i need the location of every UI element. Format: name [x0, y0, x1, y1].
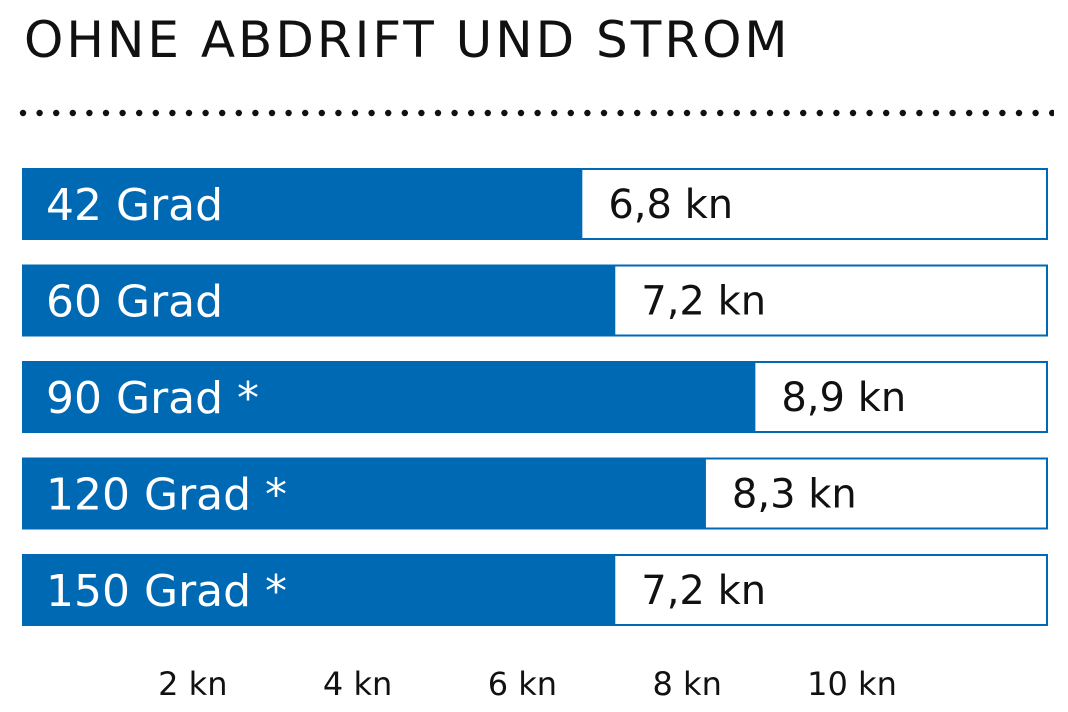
bar-row: 120 Grad * 8,3 kn: [22, 457, 1048, 530]
divider-dot: [584, 109, 591, 117]
divider-dot: [667, 109, 674, 117]
divider-dot: [418, 109, 425, 117]
divider-dot: [302, 109, 309, 117]
dotted-divider: [19, 109, 1054, 117]
divider-dot: [102, 109, 110, 117]
divider-dot: [966, 109, 973, 117]
bar-category-label: 90 Grad *: [46, 373, 259, 424]
divider-dot: [982, 109, 989, 117]
divider-dot: [766, 109, 774, 117]
divider-dot: [700, 109, 707, 117]
divider-dot: [501, 109, 508, 117]
divider-dot: [235, 109, 242, 117]
divider-dot: [368, 109, 375, 117]
divider-dot: [650, 109, 657, 117]
divider-dot: [750, 109, 757, 117]
divider-dot: [783, 109, 790, 117]
divider-dot: [119, 109, 126, 117]
bar-category-label: 150 Grad *: [46, 566, 287, 617]
divider-dot: [833, 109, 840, 117]
divider-dot: [285, 109, 292, 117]
bar-category-label: 60 Grad: [46, 277, 223, 328]
divider-dot: [451, 109, 458, 117]
x-tick-label: 2 kn: [158, 665, 227, 703]
divider-dot: [634, 109, 641, 117]
divider-dot: [534, 109, 541, 117]
divider-dot: [517, 109, 525, 117]
divider-dot: [683, 109, 691, 117]
bar-value-label: 8,9 kn: [781, 375, 906, 421]
divider-dot: [717, 109, 724, 117]
divider-dot: [19, 109, 27, 117]
bar: [22, 554, 616, 626]
divider-dot: [999, 109, 1006, 117]
divider-dot: [219, 109, 226, 117]
divider-dot: [567, 109, 574, 117]
x-tick-label: 4 kn: [323, 665, 392, 703]
divider-dot: [169, 109, 176, 117]
divider-dot: [202, 109, 209, 117]
x-tick-label: 8 kn: [653, 665, 722, 703]
divider-dot: [185, 109, 193, 117]
bar-value-label: 8,3 kn: [732, 472, 857, 518]
divider-dot: [733, 109, 740, 117]
divider-dot: [335, 109, 342, 117]
divider-dot: [1049, 109, 1054, 117]
divider-dot: [1015, 109, 1023, 117]
divider-dot: [69, 109, 76, 117]
bar: [22, 264, 616, 337]
bar-value-label: 7,2 kn: [641, 279, 766, 325]
divider-dot: [252, 109, 259, 117]
bar-value-label: 7,2 kn: [641, 568, 766, 614]
divider-dot: [932, 109, 940, 117]
divider-dot: [551, 109, 558, 117]
bar: [22, 457, 706, 530]
bar: [22, 361, 756, 433]
divider-dot: [484, 109, 491, 117]
divider-dot: [866, 109, 873, 117]
bar-row: 90 Grad * 8,9 kn: [22, 361, 1048, 433]
divider-dot: [617, 109, 624, 117]
divider-dot: [883, 109, 890, 117]
divider-dot: [434, 109, 442, 117]
bar-row: 150 Grad * 7,2 kn: [22, 554, 1048, 626]
divider-dot: [53, 109, 60, 117]
divider-dot: [401, 109, 408, 117]
divider-dot: [86, 109, 93, 117]
divider-dot: [1032, 109, 1039, 117]
divider-dot: [816, 109, 823, 117]
bar: [22, 168, 583, 240]
divider-dot: [351, 109, 359, 117]
bar-value-label: 6,8 kn: [608, 182, 733, 228]
bar-category-label: 42 Grad: [46, 180, 223, 231]
divider-dot: [600, 109, 608, 117]
divider-dot: [916, 109, 923, 117]
divider-dot: [949, 109, 956, 117]
divider-dot: [800, 109, 807, 117]
bar-category-label: 120 Grad *: [46, 470, 287, 521]
divider-dot: [152, 109, 159, 117]
bar-row: 60 Grad 7,2 kn: [22, 264, 1048, 337]
divider-dot: [849, 109, 857, 117]
divider-dot: [899, 109, 906, 117]
bar-row: 42 Grad 6,8 kn: [22, 168, 1048, 240]
divider-dot: [318, 109, 325, 117]
divider-dot: [136, 109, 143, 117]
divider-dot: [268, 109, 276, 117]
x-tick-label: 6 kn: [488, 665, 557, 703]
divider-dot: [36, 109, 43, 117]
divider-dot: [468, 109, 475, 117]
x-tick-label: 10 kn: [807, 665, 897, 703]
divider-dot: [385, 109, 392, 117]
chart-title: OHNE ABDRIFT UND STROM: [24, 11, 791, 69]
